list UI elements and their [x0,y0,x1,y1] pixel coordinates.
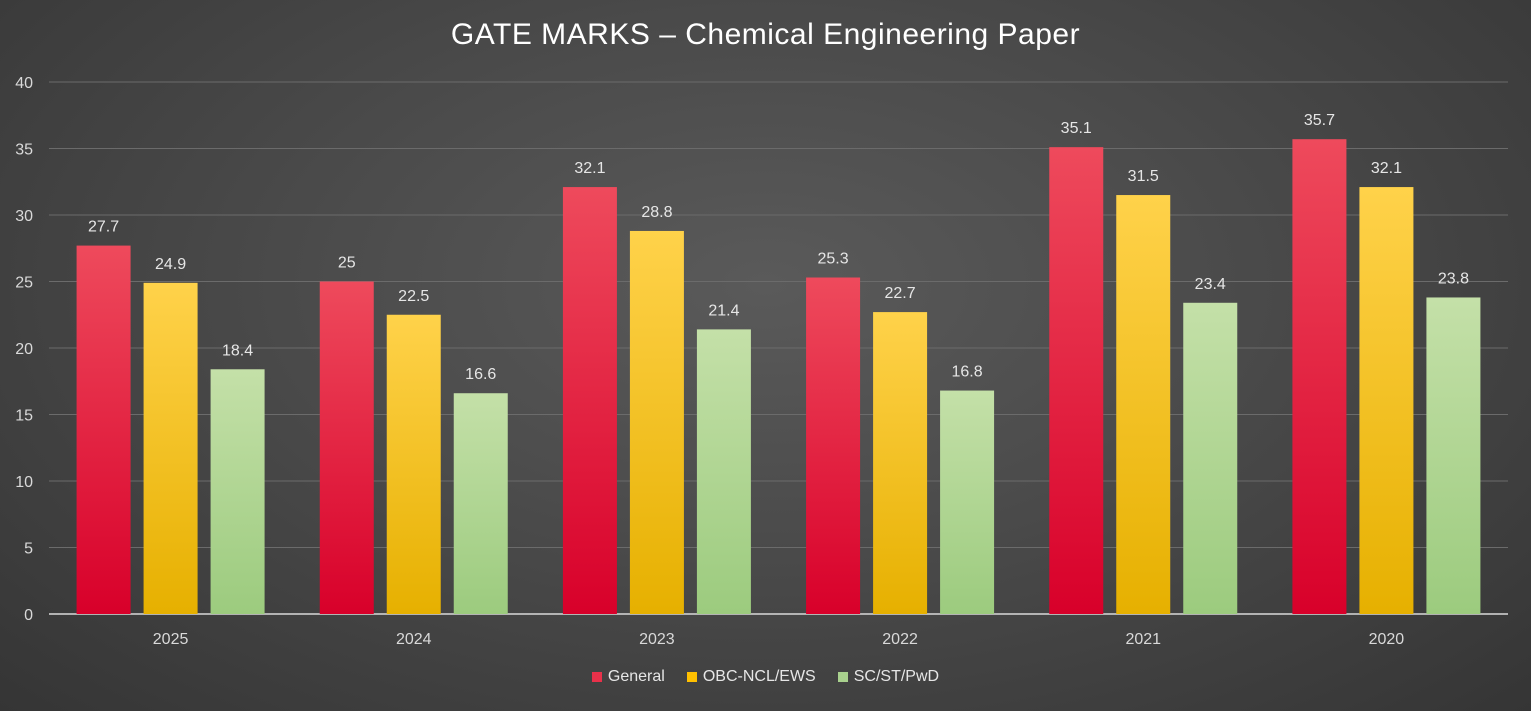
bar [1116,195,1171,615]
data-label: 16.6 [465,366,496,383]
legend-item: General [591,668,665,686]
data-label: 35.1 [1061,120,1092,137]
chart-title: GATE MARKS – Chemical Engineering Paper [450,18,1081,51]
data-label: 35.7 [1304,112,1335,129]
data-label: 32.1 [1371,160,1402,177]
legend-swatch [591,672,602,682]
x-tick-label: 2020 [1369,631,1405,648]
y-tick-label: 5 [24,541,33,558]
y-tick-label: 40 [15,75,33,92]
data-label: 25 [338,255,356,272]
bar [386,314,441,614]
data-label: 23.8 [1438,270,1469,287]
bar [1359,187,1414,614]
data-label: 18.4 [222,342,253,359]
data-label: 31.5 [1128,168,1159,185]
data-label: 23.4 [1195,276,1226,293]
data-label: 24.9 [155,256,186,273]
y-tick-label: 15 [15,408,33,425]
y-tick-label: 10 [15,474,33,491]
bar [562,187,617,614]
data-label: 21.4 [708,302,739,319]
legend-swatch [837,672,848,682]
legend-label: SC/ST/PwD [853,668,940,685]
bar [696,329,751,614]
legend-item: SC/ST/PwD [837,668,940,686]
legend: General OBC-NCL/EWS SC/ST/PwD [0,668,1531,686]
data-label: 27.7 [88,219,119,236]
bar [629,230,684,614]
x-tick-label: 2021 [1125,631,1161,648]
y-tick-label: 25 [15,275,33,292]
bar [806,277,861,614]
data-label: 22.5 [398,288,429,305]
y-tick-label: 0 [24,607,33,624]
data-label: 25.3 [818,251,849,268]
bar [319,281,374,614]
data-label: 28.8 [641,204,672,221]
y-tick-label: 20 [15,341,33,358]
bar [76,245,131,614]
bar [453,393,508,614]
legend-label: OBC-NCL/EWS [702,668,816,685]
legend-item: OBC-NCL/EWS [686,668,816,686]
y-tick-label: 35 [15,142,33,159]
bar [143,282,198,614]
x-tick-label: 2025 [153,631,189,648]
legend-swatch [686,672,697,682]
data-label: 16.8 [952,364,983,381]
data-label: 32.1 [574,160,605,177]
x-tick-label: 2022 [882,631,918,648]
bar [1183,302,1238,614]
bar [1049,147,1104,615]
bar [940,390,995,614]
legend-label: General [607,668,665,685]
x-tick-label: 2024 [396,631,432,648]
x-tick-label: 2023 [639,631,675,648]
bar [1426,297,1481,614]
bar [210,369,265,614]
data-label: 22.7 [885,285,916,302]
y-tick-label: 30 [15,208,33,225]
bar [873,312,928,614]
bar [1292,139,1347,614]
